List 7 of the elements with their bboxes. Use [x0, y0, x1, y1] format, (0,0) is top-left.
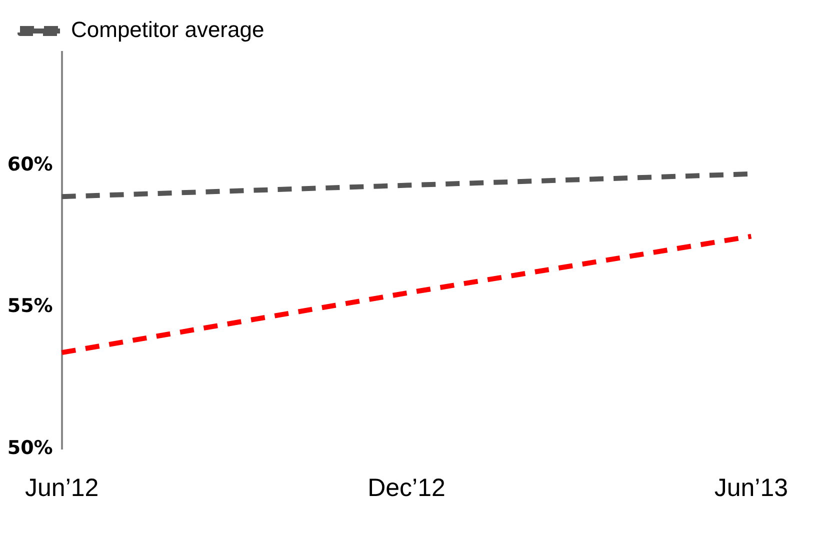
y-tick-label: 55%	[7, 295, 53, 318]
x-tick-label: Jun’12	[25, 474, 99, 502]
legend-label: Competitor average	[71, 17, 264, 42]
x-tick-label: Dec’12	[368, 474, 446, 502]
x-tick-label: Jun’13	[714, 474, 788, 502]
y-tick-label: 50%	[7, 436, 53, 459]
y-tick-label: 60%	[7, 153, 53, 176]
